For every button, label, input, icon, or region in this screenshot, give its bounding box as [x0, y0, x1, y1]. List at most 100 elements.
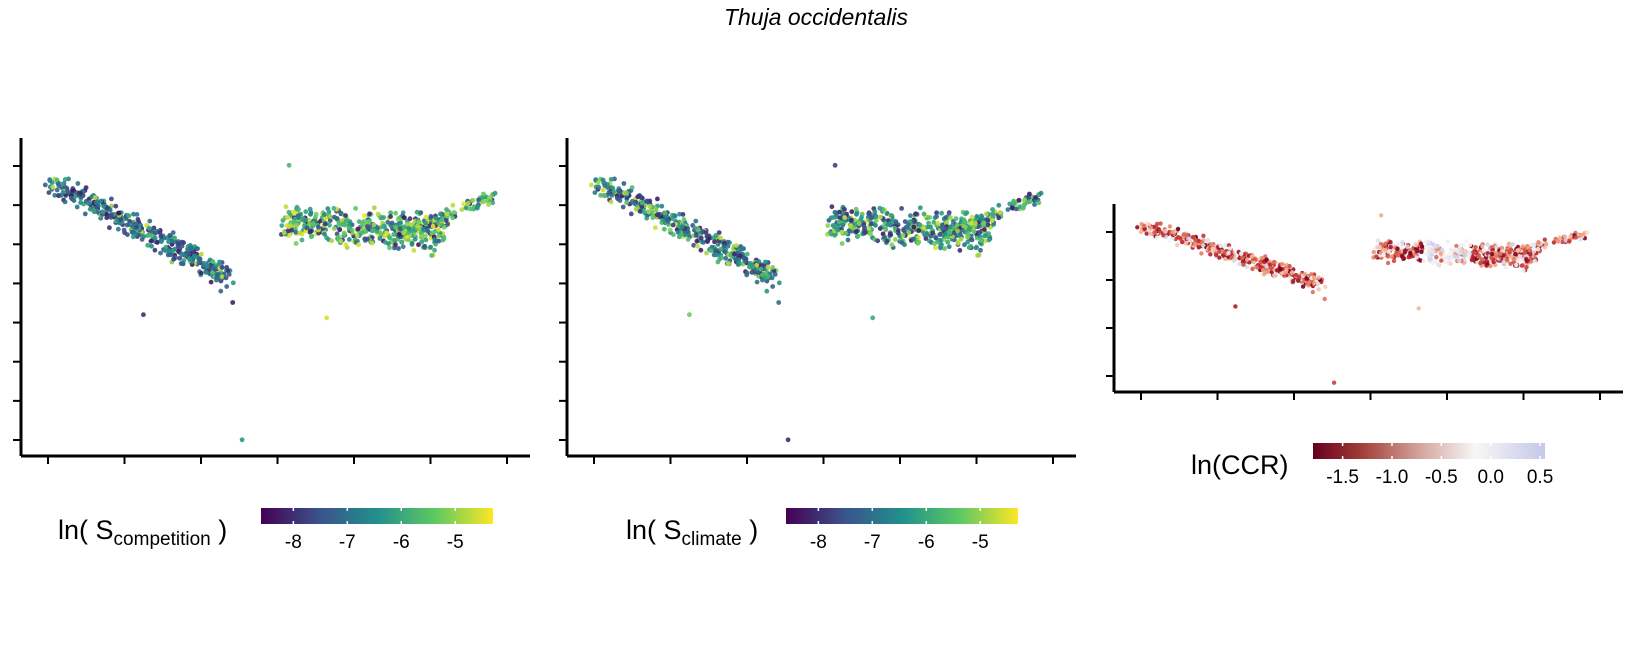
scatter-point	[975, 253, 980, 258]
scatter-point	[924, 231, 930, 237]
scatter-point	[1241, 262, 1246, 267]
scatter-point	[867, 212, 873, 217]
axis-ticks	[1106, 231, 1601, 400]
scatter-point	[996, 215, 1002, 221]
scatter-point	[134, 224, 140, 230]
scatter-point	[338, 238, 344, 244]
scatter-point	[877, 214, 883, 220]
scatter-point	[1271, 259, 1277, 265]
scatter-point	[644, 198, 650, 204]
scatter-point	[362, 213, 367, 219]
scatter-point	[1311, 275, 1317, 280]
scatter-point	[1473, 245, 1478, 250]
scatter-point	[118, 217, 124, 223]
scatter-point	[187, 243, 193, 248]
scatter-point	[588, 182, 594, 188]
scatter-point	[1223, 243, 1228, 248]
scatter-point	[969, 220, 974, 226]
scatter-point	[672, 213, 677, 218]
scatter-point	[845, 237, 851, 243]
scatter-point	[459, 207, 465, 213]
scatter-point	[423, 220, 428, 226]
scatter-point	[758, 266, 764, 272]
scatter-point	[131, 211, 136, 217]
scatter-point	[85, 201, 91, 206]
scatter-point	[763, 259, 768, 265]
scatter-point	[1375, 238, 1381, 243]
scatter-point	[1289, 270, 1295, 275]
scatter-point	[198, 270, 204, 276]
scatter-point	[1217, 255, 1222, 260]
scatter-point	[1158, 221, 1163, 226]
scatter-point	[718, 246, 724, 252]
scatter-point	[990, 207, 995, 212]
scatter-point	[882, 234, 888, 240]
scatter-point	[177, 255, 183, 261]
scatter-point	[967, 244, 973, 250]
scatter-point	[712, 239, 717, 245]
scatter-point	[961, 223, 966, 229]
scatter-point	[299, 237, 305, 243]
scatter-point	[1505, 258, 1510, 263]
scatter-point	[1435, 261, 1441, 266]
scatter-point	[1020, 205, 1026, 211]
colorbar-tick-label: -0.5	[1425, 467, 1458, 488]
scatter-point	[1022, 197, 1027, 203]
scatter-point	[1146, 222, 1152, 227]
scatter-point	[598, 192, 604, 198]
scatter-point	[947, 224, 953, 230]
scatter-point	[1377, 244, 1382, 250]
scatter-point	[1016, 197, 1022, 203]
scatter-point	[201, 260, 207, 266]
scatter-point	[440, 237, 446, 243]
scatter-point	[1245, 257, 1250, 262]
scatter-point	[125, 232, 130, 238]
scatter-point	[436, 233, 442, 239]
scatter-point	[1524, 265, 1529, 270]
scatter-point	[1148, 225, 1154, 230]
scatter-point	[717, 256, 723, 262]
scatter-point	[388, 214, 393, 219]
scatter-point	[346, 237, 352, 242]
scatter-point	[331, 205, 337, 211]
scatter-point	[355, 226, 361, 232]
scatter-point	[985, 222, 991, 228]
legend-title-climate: ln( Sclimate )	[626, 515, 758, 551]
scatter-point	[709, 244, 715, 250]
scatter-point	[837, 209, 842, 215]
scatter-point	[1415, 248, 1420, 254]
scatter-point	[439, 222, 445, 228]
scatter-point	[70, 188, 75, 194]
scatter-point	[873, 218, 879, 224]
scatter-point	[906, 230, 912, 235]
scatter-point	[750, 264, 756, 269]
scatter-point	[1400, 239, 1405, 245]
scatter-point	[925, 224, 931, 230]
scatter-point	[1316, 275, 1321, 280]
scatter-point	[1201, 243, 1206, 248]
scatter-point	[386, 241, 391, 247]
scatter-point	[283, 204, 289, 210]
scatter-point	[899, 206, 904, 211]
scatter-point	[397, 231, 402, 237]
scatter-point	[1485, 261, 1490, 266]
scatter-point	[463, 205, 469, 211]
scatter-point	[1255, 265, 1260, 270]
scatter-point	[1501, 260, 1507, 266]
scatter-point	[765, 274, 771, 280]
scatter-point	[402, 215, 407, 221]
scatter-point	[439, 217, 445, 223]
scatter-point	[444, 207, 449, 212]
scatter-point	[203, 270, 209, 275]
scatter-point	[654, 212, 660, 218]
scatter-point	[365, 224, 371, 230]
scatter-point	[419, 239, 425, 245]
colorbar-ticks: -8 -7 -6 -5	[810, 508, 989, 553]
scatter-point	[152, 247, 158, 253]
scatter-point	[396, 246, 401, 251]
scatter-point	[1452, 254, 1458, 259]
scatter-point	[831, 215, 837, 220]
scatter-point	[1381, 252, 1386, 258]
scatter-point	[1511, 256, 1517, 261]
scatter-point	[279, 223, 285, 229]
